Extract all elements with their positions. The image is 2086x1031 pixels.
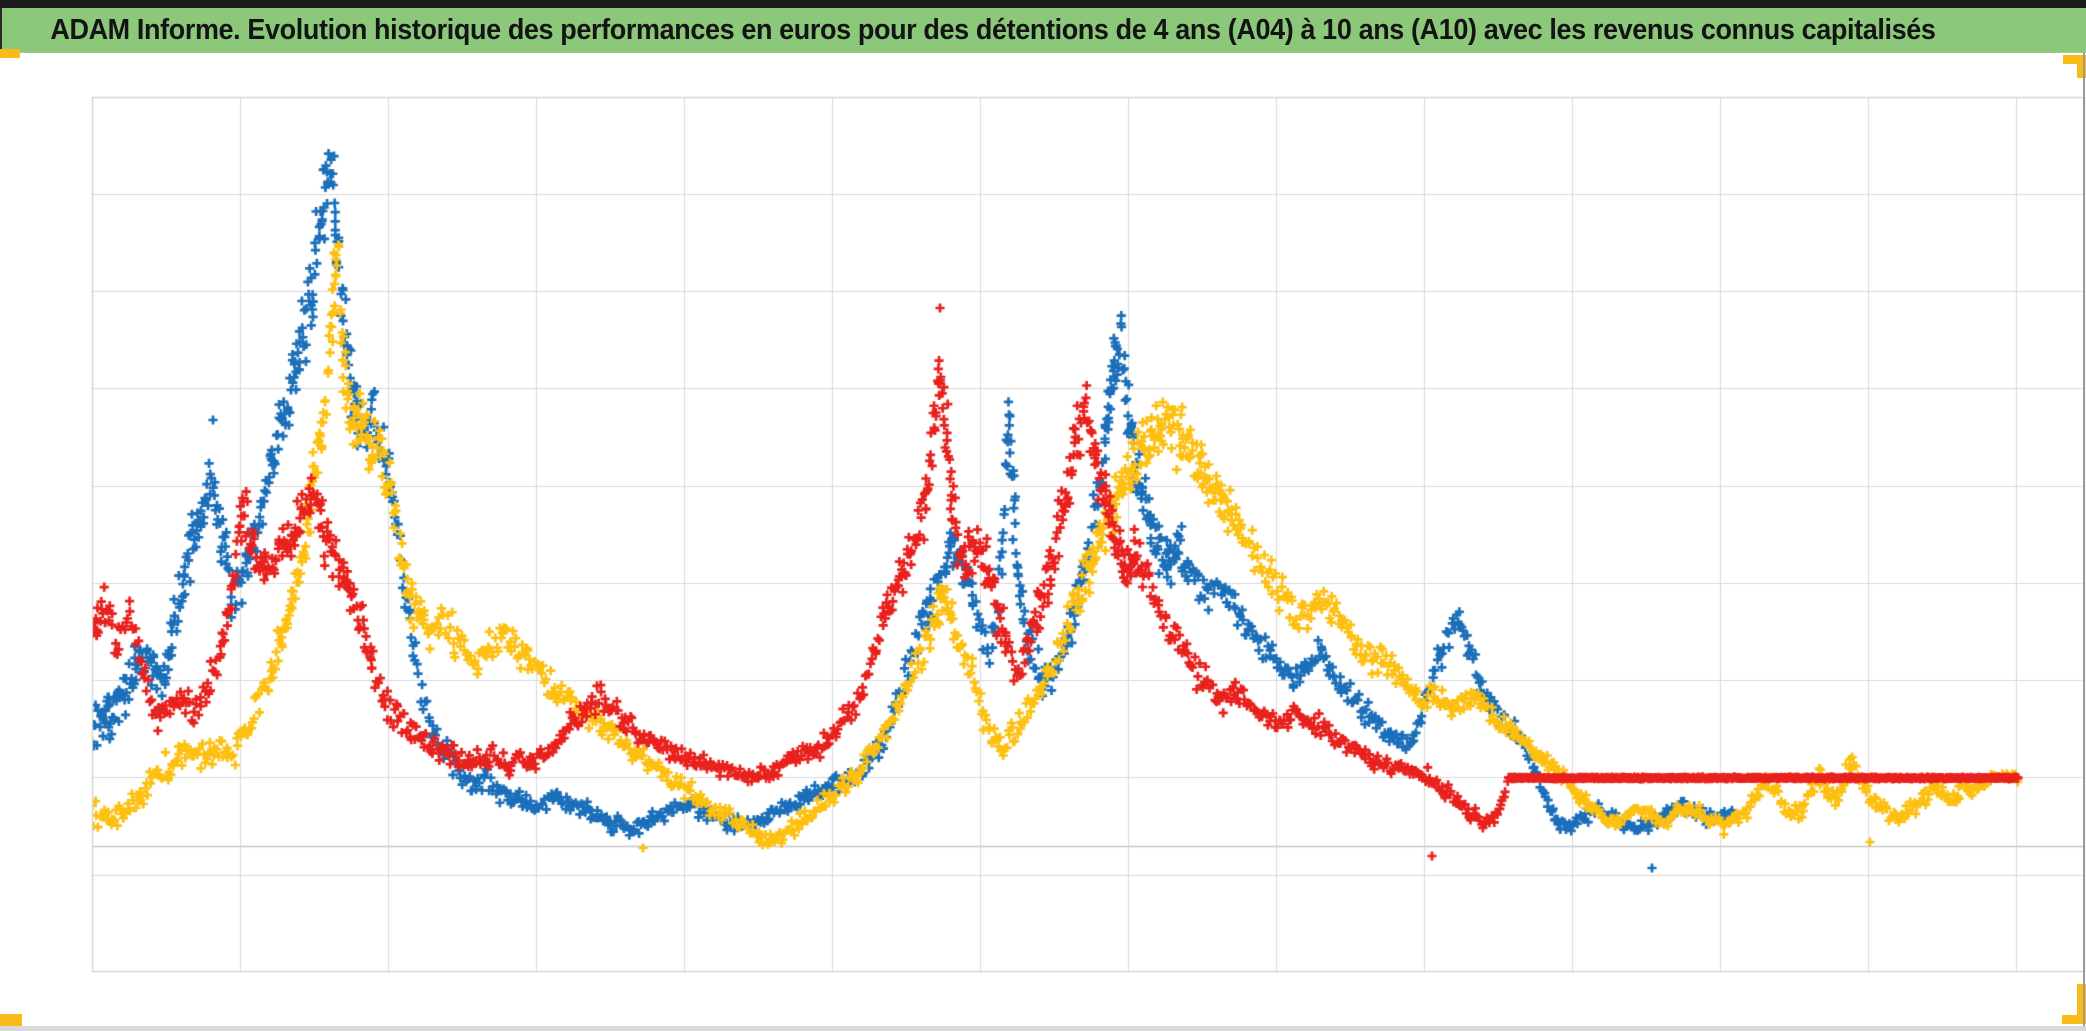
frame-corner-bottom-right-marker (2062, 1015, 2086, 1024)
bottom-gray-strip (0, 1026, 2086, 1031)
frame-edge-top-right-marker (2077, 55, 2086, 78)
frame-corner-bottom-left-marker (0, 1014, 22, 1027)
right-edge-line (2083, 53, 2085, 1027)
frame-corner-top-left-marker (0, 49, 20, 58)
frame-corner-top-right-marker (2063, 55, 2086, 64)
frame-edge-bottom-right-marker (2077, 984, 2086, 1024)
